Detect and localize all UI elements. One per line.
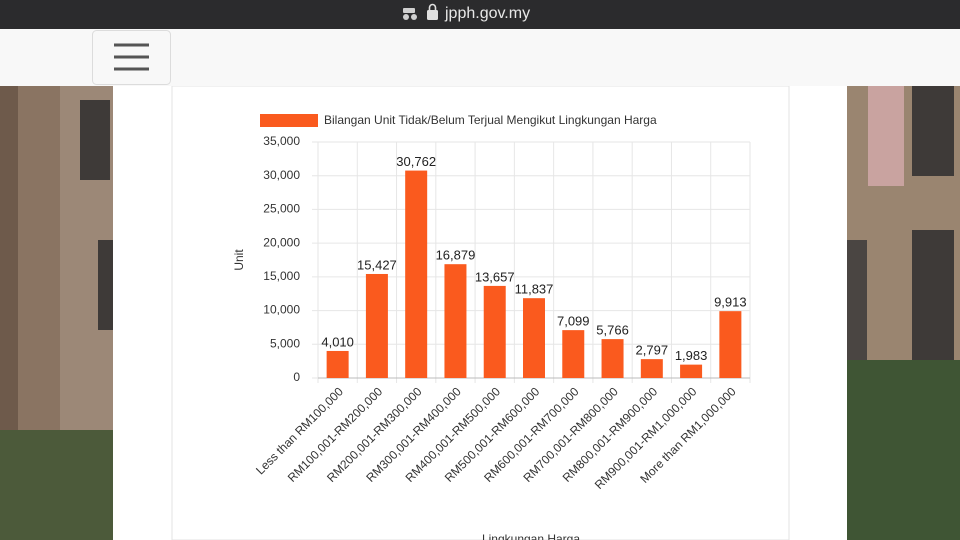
- bar: [405, 170, 428, 378]
- hamburger-icon: [114, 43, 149, 71]
- background-photo: [0, 86, 18, 540]
- background-photo: [80, 100, 110, 180]
- value-label: 4,010: [321, 334, 354, 349]
- bar: [483, 285, 506, 378]
- y-tick-label: 25,000: [263, 202, 300, 216]
- value-label: 7,099: [557, 314, 590, 329]
- y-tick-label: 10,000: [263, 303, 300, 317]
- bar: [680, 364, 703, 378]
- y-tick-label: 20,000: [263, 235, 300, 249]
- legend-label: Bilangan Unit Tidak/Belum Terjual Mengik…: [324, 113, 657, 127]
- bar: [326, 350, 349, 378]
- value-label: 15,427: [357, 257, 397, 272]
- bar: [365, 273, 388, 378]
- background-photo: [912, 230, 954, 360]
- value-label: 1,983: [675, 348, 708, 363]
- lock-icon: [427, 3, 438, 20]
- background-photo: [912, 86, 954, 176]
- bar: [444, 264, 467, 378]
- bar: [640, 359, 663, 378]
- bar: [601, 339, 624, 378]
- y-axis-label: Unit: [232, 249, 246, 271]
- value-label: 9,913: [714, 295, 747, 310]
- legend-swatch: [260, 114, 318, 127]
- background-photo: [847, 240, 867, 360]
- x-axis-label: Lingkungan Harga: [482, 532, 580, 540]
- background-photo: [0, 430, 113, 540]
- value-label: 11,837: [515, 282, 554, 297]
- y-tick-label: 5,000: [270, 336, 300, 350]
- value-label: 2,797: [636, 343, 669, 358]
- value-label: 30,762: [396, 154, 436, 169]
- bar: [562, 330, 585, 378]
- bar: [523, 298, 545, 378]
- y-tick-label: 35,000: [263, 134, 300, 148]
- url[interactable]: jpph.gov.my: [444, 5, 530, 22]
- bar: [719, 311, 742, 378]
- background-photo: [868, 86, 904, 186]
- value-label: 5,766: [596, 323, 629, 338]
- value-label: 13,657: [475, 269, 515, 284]
- y-tick-label: 15,000: [263, 269, 300, 283]
- background-photo: [98, 240, 113, 330]
- chart-card: [171, 85, 790, 540]
- y-tick-label: 0: [293, 370, 300, 384]
- private-icon: [403, 8, 417, 20]
- browser-bar: [0, 0, 960, 29]
- y-tick-label: 30,000: [263, 168, 300, 182]
- background-photo: [847, 360, 960, 540]
- value-label: 16,879: [436, 248, 476, 263]
